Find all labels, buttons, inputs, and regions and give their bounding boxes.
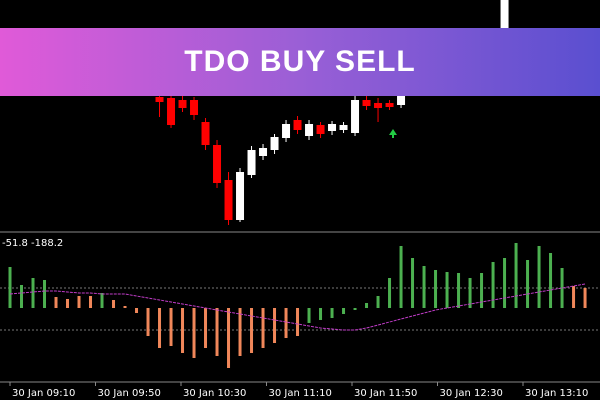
candle-body [500,0,509,28]
histogram-bar [376,296,380,308]
candle-body [201,122,210,145]
histogram-bar [549,253,553,308]
x-tick-label: 30 Jan 09:50 [98,388,161,399]
histogram-bar [8,267,12,308]
histogram-bar [319,308,323,320]
histogram-bar [526,260,530,308]
x-tick-label: 30 Jan 09:10 [12,388,75,399]
histogram-bar [43,280,47,308]
candle-body [167,98,176,125]
histogram-bar [468,278,472,308]
histogram-bar [261,308,265,348]
histogram-bar [250,308,254,353]
histogram-bar [284,308,288,338]
histogram-bar [20,285,24,308]
histogram-bar [572,286,576,308]
histogram-bar [434,270,438,308]
histogram-bar [342,308,346,314]
histogram-bar [491,262,495,308]
candle-body [178,100,187,108]
candle-body [362,100,371,106]
histogram-bar [503,258,507,308]
histogram-bar [77,296,81,308]
candle-body [190,100,199,115]
x-tick-label: 30 Jan 10:30 [183,388,246,399]
candle-body [224,180,233,220]
signal-line [9,283,586,331]
candle-body [316,125,325,134]
histogram-bar [560,268,564,308]
histogram-bar [100,293,104,308]
histogram-bar [169,308,173,346]
histogram-bar [411,258,415,308]
histogram-bar [583,288,587,308]
histogram-bar [135,308,139,313]
histogram-bar [227,308,231,368]
candle-body [328,124,337,131]
candle-body [282,124,291,138]
indicator-label: -51.8 -188.2 [2,238,63,249]
histogram-bar [353,308,357,310]
histogram-bar [31,278,35,308]
histogram-bar [514,243,518,308]
histogram-bar [89,296,93,308]
candle-body [213,145,222,183]
histogram-bar [365,303,369,308]
histogram-bar [330,308,334,318]
banner-title: TDO BUY SELL [0,28,600,96]
histogram-bar [181,308,185,353]
candle-body [374,103,383,108]
candle-body [247,150,256,175]
candle-body [236,172,245,220]
x-tick-label: 30 Jan 13:10 [525,388,588,399]
candle-body [270,137,279,150]
histogram-bar [307,308,311,323]
candle-body [385,103,394,107]
histogram-bar [146,308,150,336]
histogram-bar [215,308,219,356]
candle-body [155,97,164,102]
histogram-bar [399,246,403,308]
candle-body [305,124,314,136]
histogram-bar [296,308,300,336]
buy-arrow [389,129,397,138]
histogram-bar [445,272,449,308]
candle-body [293,120,302,130]
histogram-bar [422,266,426,308]
histogram-bar [54,297,58,308]
histogram-bar [112,300,116,308]
x-tick-label: 30 Jan 11:50 [354,388,417,399]
histogram-bar [480,273,484,308]
histogram-bar [537,246,541,308]
histogram-bar [388,278,392,308]
candle-body [259,148,268,156]
histogram-bar [123,306,127,308]
candle-body [397,95,406,105]
histogram-bar [238,308,242,356]
histogram-bar [273,308,277,343]
histogram-bar [158,308,162,348]
histogram-bar [192,308,196,358]
histogram-bar [457,273,461,308]
candle-body [351,100,360,133]
histogram-bar [66,299,70,308]
x-tick-label: 30 Jan 12:30 [440,388,503,399]
candle-body [339,125,348,130]
histogram-bar [204,308,208,348]
x-tick-label: 30 Jan 11:10 [269,388,332,399]
